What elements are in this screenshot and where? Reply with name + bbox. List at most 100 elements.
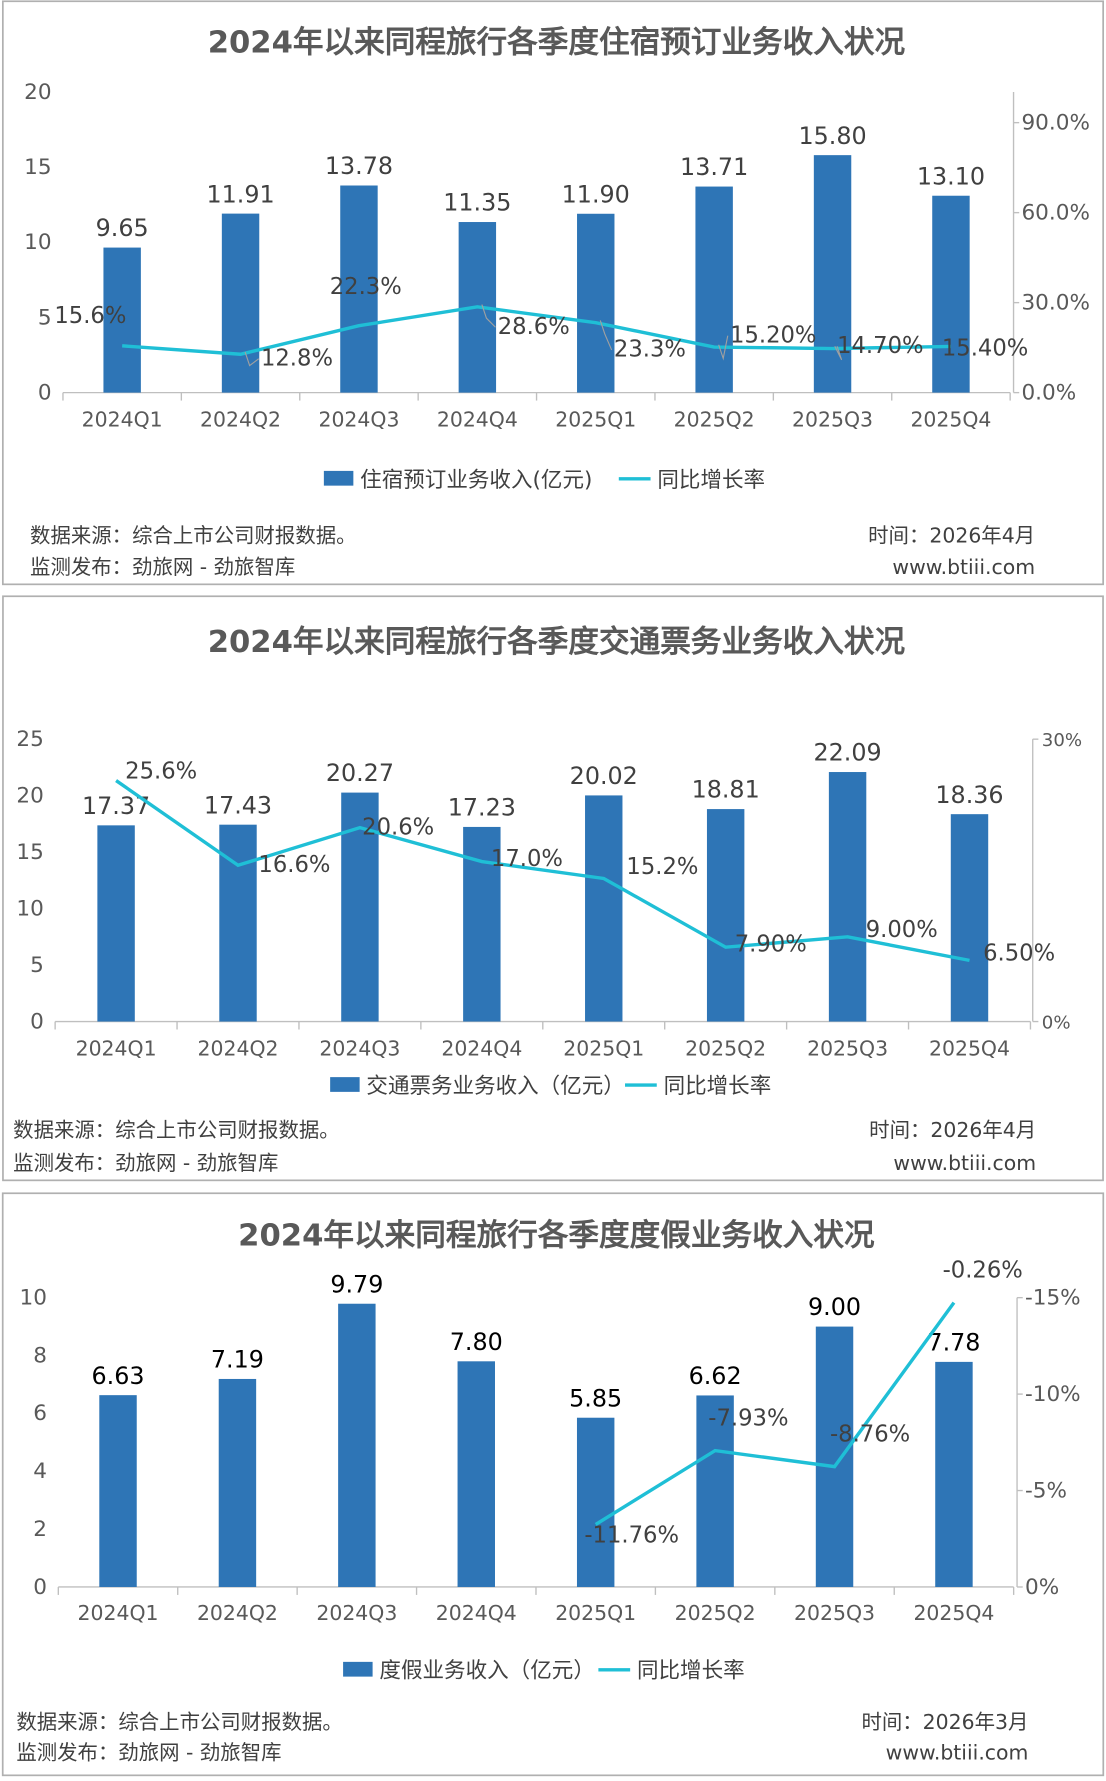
bar-2025q3 — [813, 155, 852, 393]
growth-rate-label: 14.70% — [837, 333, 923, 359]
bar-value-label: 22.09 — [814, 739, 882, 767]
growth-rate-line — [122, 305, 951, 356]
bar-2024q1 — [99, 1395, 137, 1587]
left-axis-tick: 2 — [33, 1517, 47, 1542]
legend-bar-label: 交通票务业务收入（亿元） — [366, 1074, 624, 1099]
category-label: 2025Q3 — [792, 408, 873, 432]
footer-time: 时间：2026年4月 — [869, 1118, 1036, 1142]
left-axis-tick: 15 — [16, 840, 43, 865]
category-label: 2025Q1 — [555, 408, 636, 432]
chart-panel-1: 2024年以来同程旅行各季度住宿预订业务收入状况 0 5 10 15 20 0.0% 30.0… — [1, 0, 1105, 586]
chart-panel-2: 2024年以来同程旅行各季度交通票务业务收入状况 0 5 10 15 20 25 0% 30% 1… — [2, 595, 1104, 1182]
category-label: 2024Q3 — [319, 1037, 400, 1061]
chart-title: 2024年以来同程旅行各季度住宿预订业务收入状况 — [208, 24, 906, 60]
bar-2024q1 — [103, 247, 141, 393]
category-label: 2024Q1 — [76, 1037, 157, 1061]
panel-border — [2, 595, 1104, 1182]
legend-line-label: 同比增长率 — [657, 468, 765, 493]
footer-site: www.btiii.com — [886, 1740, 1029, 1764]
right-axis-tick: -10% — [1025, 1382, 1081, 1407]
label-leader-line — [599, 320, 613, 351]
growth-rate-label: 16.6% — [258, 852, 330, 878]
bar-2025q3 — [828, 772, 867, 1022]
category-label: 2025Q1 — [555, 1601, 636, 1625]
bar-value-label: 9.00 — [808, 1293, 861, 1321]
growth-rate-line — [115, 779, 970, 963]
right-axis-tick: 0.0% — [1021, 380, 1076, 405]
bar-value-label: 9.79 — [330, 1270, 383, 1298]
growth-rate-label: 15.20% — [730, 322, 816, 348]
right-axis-tick: 60.0% — [1021, 200, 1089, 225]
growth-rate-label: 9.00% — [866, 917, 938, 943]
bar-value-label: 11.91 — [206, 180, 274, 208]
category-label: 2024Q4 — [441, 1037, 522, 1061]
growth-rate-label: 23.3% — [614, 337, 686, 363]
bar-value-label: 20.27 — [326, 759, 394, 787]
bar-2025q1 — [585, 795, 623, 1022]
chart-legend: 度假业务收入（亿元） 同比增长率 — [343, 1659, 745, 1684]
right-axis-tick: 90.0% — [1021, 110, 1089, 135]
category-label: 2025Q1 — [563, 1037, 644, 1061]
right-axis-tick: 0% — [1042, 1012, 1071, 1033]
category-label: 2025Q4 — [913, 1601, 994, 1625]
legend-line-label: 同比增长率 — [664, 1074, 772, 1099]
right-axis-tick: 30% — [1042, 730, 1082, 751]
category-label: 2025Q4 — [929, 1037, 1010, 1061]
growth-rate-label: -8.76% — [830, 1422, 910, 1448]
legend-bar-swatch — [323, 470, 354, 486]
chart-legend: 住宿预订业务收入(亿元) 同比增长率 — [323, 468, 765, 493]
right-axis-tick: 30.0% — [1021, 290, 1089, 315]
left-axis-tick: 10 — [24, 230, 51, 255]
growth-rate-label: 22.3% — [330, 274, 402, 300]
bar-2024q2 — [221, 213, 260, 393]
category-label: 2024Q2 — [198, 1037, 279, 1061]
bar-2025q2 — [695, 186, 733, 393]
growth-rate-label: 17.0% — [491, 846, 563, 872]
label-leader-line — [481, 304, 496, 328]
bar-2024q4 — [457, 1361, 495, 1587]
footer-source: 数据来源：综合上市公司财报数据。 — [30, 523, 356, 547]
bar-value-label: 9.65 — [96, 214, 149, 242]
label-leader-line — [718, 335, 729, 361]
chart-title: 2024年以来同程旅行各季度度假业务收入状况 — [238, 1217, 875, 1253]
left-axis-tick: 0 — [38, 380, 52, 405]
category-label: 2025Q2 — [685, 1037, 766, 1061]
growth-rate-label: 15.2% — [626, 854, 698, 880]
growth-rate-label: 6.50% — [983, 940, 1055, 966]
category-label: 2025Q2 — [674, 408, 755, 432]
panel-border — [1, 0, 1105, 586]
bar-value-label: 13.71 — [680, 153, 748, 181]
bar-value-label: 17.23 — [448, 794, 516, 822]
label-leader-line — [834, 346, 843, 361]
legend-bar-swatch — [330, 1077, 360, 1092]
label-leader-line — [244, 351, 260, 367]
footer-publisher: 监测发布：劲旅网 - 劲旅智库 — [13, 1151, 278, 1175]
bar-value-label: 6.62 — [689, 1362, 742, 1390]
footer-publisher: 监测发布：劲旅网 - 劲旅智库 — [16, 1740, 281, 1764]
bar-2025q4 — [932, 195, 970, 393]
bar-value-label: 13.78 — [325, 152, 393, 180]
left-axis-tick: 25 — [16, 727, 43, 752]
footer-time: 时间：2026年3月 — [861, 1710, 1028, 1734]
bar-value-label: 7.19 — [211, 1346, 264, 1374]
bar-2025q1 — [577, 213, 615, 393]
bar-2024q3 — [338, 1303, 376, 1587]
bar-value-label: 15.80 — [798, 122, 866, 150]
left-axis-tick: 0 — [33, 1575, 47, 1600]
right-axis-tick: -5% — [1025, 1478, 1067, 1503]
left-axis-tick: 5 — [38, 305, 52, 330]
bar-2024q3 — [340, 185, 378, 393]
growth-rate-label: -11.76% — [584, 1523, 679, 1549]
growth-rate-label: 7.90% — [735, 932, 807, 958]
left-axis-tick: 20 — [16, 783, 43, 808]
left-axis-tick: 15 — [24, 155, 51, 180]
bar-value-label: 7.78 — [927, 1329, 980, 1357]
left-axis-tick: 20 — [24, 80, 51, 105]
left-axis-tick: 6 — [33, 1401, 47, 1426]
bar-value-label: 17.43 — [204, 791, 272, 819]
left-axis-tick: 10 — [20, 1285, 47, 1310]
bar-value-label: 11.35 — [443, 189, 511, 217]
left-axis-tick: 0 — [30, 1009, 44, 1034]
growth-rate-label: 15.40% — [942, 336, 1028, 362]
